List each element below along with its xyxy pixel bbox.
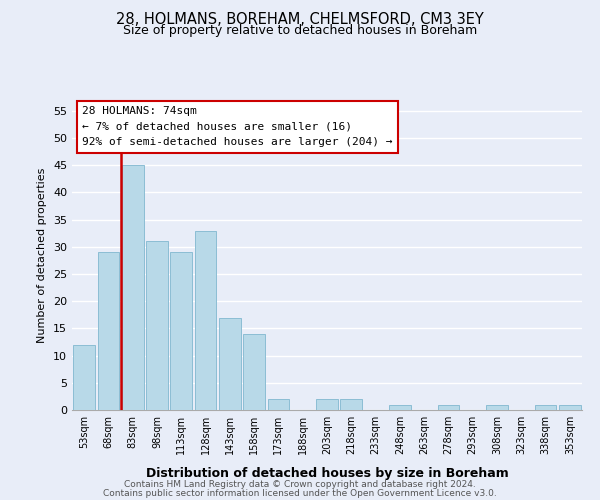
Bar — [170, 252, 192, 410]
Y-axis label: Number of detached properties: Number of detached properties — [37, 168, 47, 342]
Bar — [243, 334, 265, 410]
Bar — [559, 404, 581, 410]
Text: Size of property relative to detached houses in Boreham: Size of property relative to detached ho… — [123, 24, 477, 37]
Bar — [268, 399, 289, 410]
Bar — [389, 404, 411, 410]
Text: Distribution of detached houses by size in Boreham: Distribution of detached houses by size … — [146, 467, 508, 480]
Text: Contains HM Land Registry data © Crown copyright and database right 2024.: Contains HM Land Registry data © Crown c… — [124, 480, 476, 489]
Bar — [535, 404, 556, 410]
Bar — [97, 252, 119, 410]
Bar — [219, 318, 241, 410]
Text: 28 HOLMANS: 74sqm
← 7% of detached houses are smaller (16)
92% of semi-detached : 28 HOLMANS: 74sqm ← 7% of detached house… — [82, 106, 392, 148]
Text: 28, HOLMANS, BOREHAM, CHELMSFORD, CM3 3EY: 28, HOLMANS, BOREHAM, CHELMSFORD, CM3 3E… — [116, 12, 484, 28]
Bar — [194, 230, 217, 410]
Bar — [340, 399, 362, 410]
Text: Contains public sector information licensed under the Open Government Licence v3: Contains public sector information licen… — [103, 488, 497, 498]
Bar — [486, 404, 508, 410]
Bar — [437, 404, 460, 410]
Bar — [73, 344, 95, 410]
Bar — [146, 242, 168, 410]
Bar — [316, 399, 338, 410]
Bar — [122, 166, 143, 410]
